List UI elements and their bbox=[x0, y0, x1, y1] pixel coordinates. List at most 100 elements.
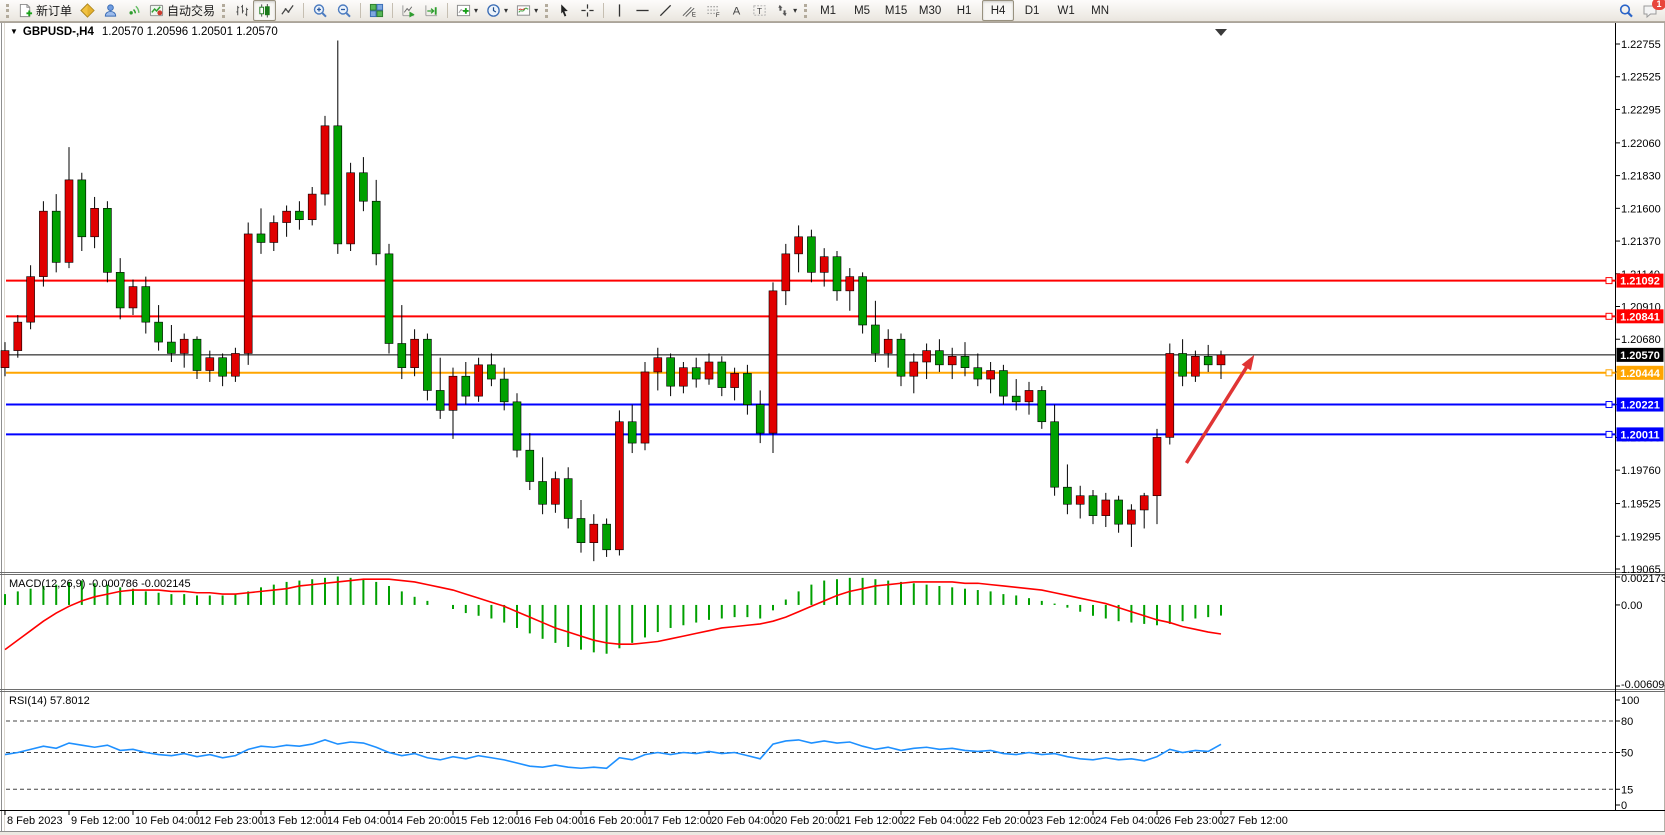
timeframe-w1-button[interactable]: W1 bbox=[1057, 4, 1075, 17]
timeframe-m1-button[interactable]: M1 bbox=[820, 4, 837, 17]
cursor-tool-button[interactable] bbox=[553, 0, 576, 21]
chart-shift-button[interactable] bbox=[420, 0, 443, 21]
navigator-icon bbox=[104, 4, 117, 17]
templates-button[interactable]: ▾ bbox=[512, 0, 542, 21]
svg-text:8 Feb 2023: 8 Feb 2023 bbox=[7, 815, 63, 827]
macd-indicator: 0.002173 0.00 -0.006094 bbox=[4, 573, 1665, 691]
vertical-line-tool-button[interactable] bbox=[608, 0, 631, 21]
horizontal-price-lines[interactable]: 1.21092 1.20841 1.20444 1.20221 1.20011 1.205… bbox=[6, 273, 1664, 442]
trendline-tool-button[interactable] bbox=[654, 0, 677, 21]
svg-text:0.002173: 0.002173 bbox=[1621, 573, 1665, 585]
collapse-panel-icon[interactable]: ▼ bbox=[10, 27, 18, 36]
line-chart-button[interactable] bbox=[276, 0, 299, 21]
svg-text:1.21092: 1.21092 bbox=[1620, 276, 1660, 288]
svg-text:16 Feb 20:00: 16 Feb 20:00 bbox=[583, 815, 648, 827]
timeframe-h1-button[interactable]: H1 bbox=[956, 4, 972, 17]
candles bbox=[0, 40, 1226, 562]
signals-button[interactable] bbox=[122, 0, 145, 21]
equidistant-channel-tool-button[interactable]: E bbox=[677, 0, 701, 21]
time-axis[interactable]: 8 Feb 2023 9 Feb 12:00 10 Feb 04:00 12 Feb … bbox=[4, 810, 1288, 828]
svg-text:1.20444: 1.20444 bbox=[1620, 368, 1661, 380]
chart-ohlc-values: 1.20570 1.20596 1.20501 1.20570 bbox=[101, 26, 278, 38]
notifications-button[interactable]: 1 bbox=[1638, 0, 1665, 21]
signals-icon bbox=[129, 5, 140, 15]
timeframe-h4-button[interactable]: H4 bbox=[982, 0, 1015, 21]
zoom-out-button[interactable] bbox=[332, 0, 356, 21]
svg-text:16 Feb 04:00: 16 Feb 04:00 bbox=[519, 815, 584, 827]
svg-text:22 Feb 04:00: 22 Feb 04:00 bbox=[903, 815, 968, 827]
svg-text:14 Feb 04:00: 14 Feb 04:00 bbox=[327, 815, 392, 827]
timeframe-m30-button[interactable]: M30 bbox=[918, 4, 942, 17]
svg-text:27 Feb 12:00: 27 Feb 12:00 bbox=[1223, 815, 1288, 827]
annotation-arrow[interactable] bbox=[1184, 354, 1255, 464]
timeframe-m15-button[interactable]: M15 bbox=[884, 4, 908, 17]
svg-text:1.21830: 1.21830 bbox=[1621, 171, 1661, 183]
fibonacci-tool-button[interactable]: F bbox=[701, 0, 725, 21]
new-order-button[interactable]: 新订单 bbox=[14, 0, 76, 21]
timeframe-d1-button[interactable]: D1 bbox=[1024, 4, 1040, 17]
svg-text:1.20841: 1.20841 bbox=[1620, 311, 1660, 323]
timeframe-mn-button[interactable]: MN bbox=[1091, 4, 1110, 17]
main-toolbar: 新订单 自动交易 ▾ bbox=[0, 0, 1665, 22]
trendline-icon bbox=[659, 4, 672, 17]
indicators-dropdown-caret: ▾ bbox=[474, 5, 479, 15]
navigator-button[interactable] bbox=[99, 0, 122, 21]
zoom-in-button[interactable] bbox=[308, 0, 332, 21]
toolbar-grip[interactable] bbox=[6, 3, 9, 18]
horizontal-line-tool-button[interactable] bbox=[631, 0, 654, 21]
indicators-add-icon bbox=[456, 4, 471, 17]
vertical-line-icon bbox=[618, 4, 621, 17]
svg-text:A: A bbox=[733, 6, 741, 18]
rsi-indicator: 100 80 50 15 0 bbox=[4, 695, 1639, 812]
svg-text:15: 15 bbox=[1621, 784, 1633, 796]
chart-title-overlay: ▼ GBPUSD-,H4 1.20570 1.20596 1.20501 1.205… bbox=[10, 26, 278, 38]
candlestick-chart-icon bbox=[259, 3, 270, 18]
rsi-indicator-values: 57.8012 bbox=[49, 695, 90, 707]
svg-text:21 Feb 12:00: 21 Feb 12:00 bbox=[839, 815, 904, 827]
svg-text:23 Feb 12:00: 23 Feb 12:00 bbox=[1031, 815, 1096, 827]
tile-windows-button[interactable] bbox=[365, 0, 388, 21]
rsi-indicator-name: RSI(14) bbox=[9, 695, 47, 707]
new-order-icon bbox=[19, 3, 33, 18]
svg-text:-0.006094: -0.006094 bbox=[1621, 679, 1665, 691]
text-tool-button[interactable]: A bbox=[725, 0, 748, 21]
crosshair-tool-button[interactable] bbox=[576, 0, 599, 21]
svg-text:10 Feb 04:00: 10 Feb 04:00 bbox=[135, 815, 200, 827]
autotrading-button[interactable]: 自动交易 bbox=[145, 0, 219, 21]
svg-text:E: E bbox=[692, 12, 696, 18]
auto-scroll-icon bbox=[402, 5, 415, 18]
toolbar-grip[interactable] bbox=[804, 3, 808, 18]
svg-text:1.20570: 1.20570 bbox=[1620, 350, 1660, 362]
toolbar-separator bbox=[392, 3, 394, 18]
arrows-icon bbox=[778, 4, 787, 17]
toolbar-grip[interactable] bbox=[222, 3, 226, 18]
svg-text:1.20011: 1.20011 bbox=[1620, 429, 1659, 441]
svg-text:24 Feb 04:00: 24 Feb 04:00 bbox=[1095, 815, 1160, 827]
fibonacci-icon: F bbox=[707, 6, 720, 18]
line-chart-icon bbox=[281, 4, 294, 15]
macd-caption: MACD(12,26,9) -0.000786 -0.002145 bbox=[9, 578, 191, 590]
search-button[interactable] bbox=[1614, 0, 1638, 21]
indicators-button[interactable]: ▾ bbox=[452, 0, 482, 21]
auto-scroll-button[interactable] bbox=[397, 0, 420, 21]
chart-shift-marker[interactable] bbox=[1215, 29, 1227, 36]
market-watch-button[interactable] bbox=[76, 0, 99, 21]
svg-text:1.22755: 1.22755 bbox=[1621, 39, 1661, 51]
arrows-tool-button[interactable]: ▾ bbox=[771, 0, 801, 21]
svg-text:T: T bbox=[757, 6, 762, 16]
cursor-icon bbox=[561, 4, 568, 17]
candlestick-chart-button[interactable] bbox=[253, 0, 277, 21]
svg-text:1.19760: 1.19760 bbox=[1621, 465, 1661, 477]
periods-button[interactable]: ▾ bbox=[482, 0, 512, 21]
text-label-tool-button[interactable]: T bbox=[748, 0, 771, 21]
timeframe-m5-button[interactable]: M5 bbox=[854, 4, 871, 17]
arrows-dropdown-caret: ▾ bbox=[793, 5, 798, 15]
crosshair-icon bbox=[581, 4, 594, 17]
autotrading-icon bbox=[149, 4, 164, 17]
macd-indicator-name: MACD(12,26,9) bbox=[9, 578, 86, 590]
svg-text:1.20221: 1.20221 bbox=[1620, 400, 1660, 412]
toolbar-grip[interactable] bbox=[545, 3, 549, 18]
toolbar-separator bbox=[447, 3, 449, 18]
bar-chart-button[interactable] bbox=[230, 0, 253, 21]
